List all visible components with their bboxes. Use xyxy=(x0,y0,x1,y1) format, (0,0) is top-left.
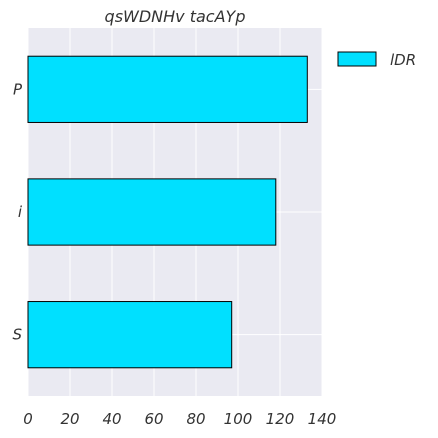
x-tick-label: 120 xyxy=(266,410,295,428)
x-tick-label: 20 xyxy=(60,410,79,428)
legend-swatch xyxy=(337,51,377,67)
y-tick-labels: Pi S xyxy=(12,80,22,343)
legend: lDR xyxy=(337,51,416,69)
x-tick-label: 80 xyxy=(186,410,205,428)
x-tick-label: 60 xyxy=(144,410,163,428)
bars xyxy=(27,55,308,369)
bar-i xyxy=(27,178,277,246)
x-tick-labels: 0 20 40 60 80 100 120 140 xyxy=(23,410,336,428)
bar-P xyxy=(27,55,308,123)
x-tick-label: 40 xyxy=(102,410,121,428)
y-tick-label: S xyxy=(12,326,22,344)
x-tick-label: 0 xyxy=(23,410,33,428)
x-tick-label: 100 xyxy=(224,410,253,428)
chart-title: qsWDNHv tacAYp xyxy=(105,7,246,26)
bar-S xyxy=(27,301,233,369)
x-tick-label: 140 xyxy=(308,410,337,428)
legend-label: lDR xyxy=(390,51,416,69)
y-tick-label: P xyxy=(13,80,23,98)
y-tick-label: i xyxy=(18,203,23,221)
